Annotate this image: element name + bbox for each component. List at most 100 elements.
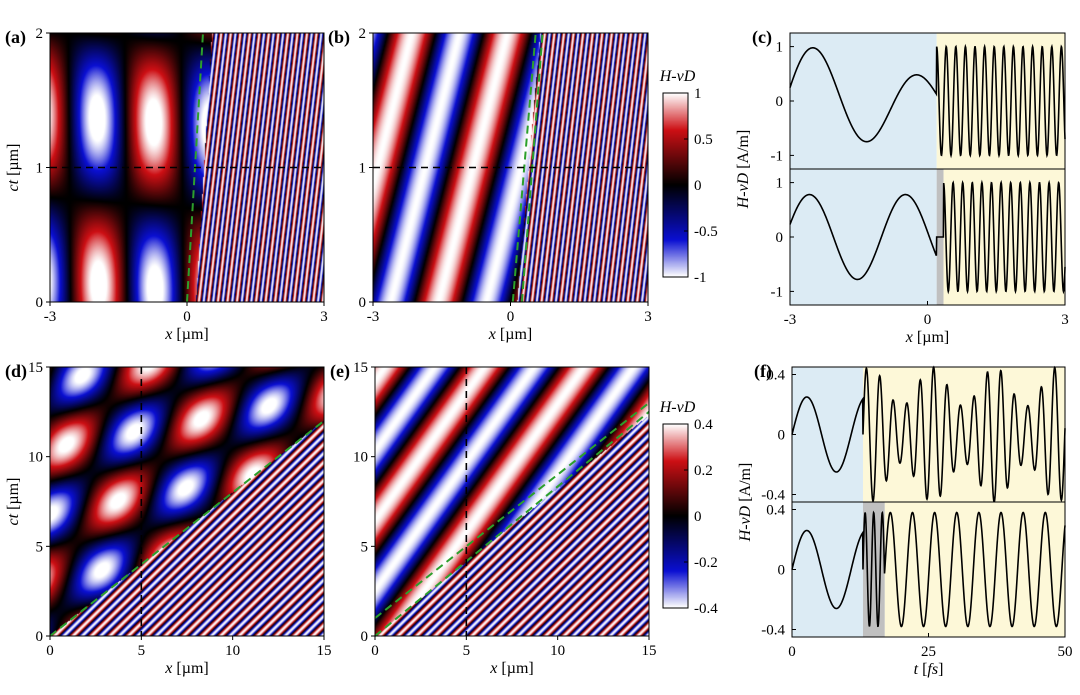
y-tick-label: -0.4 [761,623,785,639]
region-left [792,502,863,637]
y-tick-label: 5 [361,539,369,555]
x-tick-label: 15 [642,643,657,659]
x-tick-label: 0 [183,309,191,325]
panel-label: (f) [754,361,772,382]
y-tick-label: 0 [776,230,784,246]
colorbar-top: 1 0.5 0 -0.5 -1 H-vD [659,68,718,286]
panel-label: (d) [5,361,27,382]
colorbar-tick-label: -0.2 [694,555,718,571]
y-tick-label: 1 [776,40,784,56]
x-tick-label: 10 [550,643,565,659]
y-tick-label: 2 [36,26,44,42]
x-axis-label: x [µm] [164,326,208,343]
x-tick-label: -3 [44,309,57,325]
x-axis-label: x [µm] [489,660,533,677]
x-tick-label: -3 [784,312,797,328]
x-tick-label: 50 [1058,644,1073,660]
dashed-green-line-1 [374,411,650,637]
x-tick-label: 25 [921,644,936,660]
subplot-bottom: -1 0 1 [771,168,1066,306]
colorbar-gradient [663,424,688,608]
y-tick-label: 1 [776,176,784,192]
signal-line [789,179,1066,295]
axes-frame [49,366,325,637]
x-tick-label: 0 [46,643,54,659]
y-tick-label: -0.4 [761,488,785,504]
colorbar-tick-label: -0.4 [694,601,718,617]
y-tick-label: 0 [361,629,369,645]
y-tick-label: 10 [28,450,43,466]
x-tick-label: 3 [1061,312,1069,328]
x-tick-label: 0 [371,643,379,659]
colorbar-tick-label: 1 [694,86,702,102]
x-axis-label: x [µm] [905,329,949,346]
signal-line [789,43,1066,159]
colorbar-tick-label: 0 [694,509,702,525]
signal-line [791,510,1066,628]
panel-c: -1 0 1 -1 0 1 -3 0 3 x [µm] H-vD [A/m] (c) [735,27,1069,346]
panel-d: 0 5 10 15 0 5 10 15 x [µm] ct [µm] (d) [5,360,332,677]
colorbar-tick-label: -1 [694,270,707,286]
y-tick-label: 0.4 [766,368,785,384]
x-axis-label: t [fs] [914,661,944,678]
subplot-top: -0.4 0 0.4 [761,365,1066,504]
region-left [792,367,863,502]
colorbar-title: H-vD [659,68,696,85]
x-axis-label: x [µm] [164,660,208,677]
colorbar-tick-label: 0.5 [694,132,713,148]
region-left [790,169,937,305]
region-right [884,502,1065,637]
y-axis-label: H-vD [A/m] [737,463,754,543]
colorbar-tick-label: 0 [694,178,702,194]
y-tick-label: 10 [353,450,368,466]
x-tick-label: 0 [788,644,796,660]
panel-label: (c) [752,27,772,48]
y-axis-label: ct [µm] [5,144,22,192]
dashed-green-line-0 [49,420,325,637]
region-left [790,33,937,169]
colorbar-tick-label: 0.2 [694,463,713,479]
y-tick-label: 0 [778,563,786,579]
x-tick-label: 5 [138,643,146,659]
colorbar-bottom: 0.4 0.2 0 -0.2 -0.4 H-vD [659,399,719,617]
panel-f: -0.400.4-0.400.40 25 50t [fs]H-vD [A/m](f) [737,361,1073,678]
x-tick-label: -3 [367,309,380,325]
y-tick-label: 0 [359,295,367,311]
dashed-green-line-0 [511,32,537,303]
y-tick-label: 0 [778,428,786,444]
panel-label: (e) [330,361,350,382]
y-tick-label: 15 [28,360,43,376]
y-tick-label: 0.4 [766,503,785,519]
heatmap-e [375,367,649,636]
heatmap-d [50,367,324,636]
colorbar-tick-label: 0.4 [694,417,713,433]
y-tick-label: -1 [771,148,784,164]
colorbar-gradient [663,93,688,277]
colorbar-tick-label: -0.5 [694,224,718,240]
panel-e: 0 5 10 15 0 5 10 15 x [µm] (e) [330,360,657,677]
x-axis-label: x [µm] [488,326,532,343]
y-tick-label: 15 [353,360,368,376]
x-tick-label: 5 [463,643,471,659]
panel-label: (b) [328,27,350,48]
y-tick-label: 1 [36,161,44,177]
y-tick-label: 0 [36,629,44,645]
subplot-bottom: -0.4 0 0.4 [761,501,1066,639]
signal-line [791,365,1066,503]
colorbar-title: H-vD [659,399,696,416]
panel-label: (a) [5,27,26,48]
axes-frame [374,366,650,637]
x-tick-label: 3 [644,309,652,325]
y-tick-label: -1 [771,284,784,300]
x-tick-label: 10 [225,643,240,659]
x-tick-label: 0 [507,309,515,325]
y-tick-label: 0 [776,94,784,110]
y-tick-label: 5 [36,539,44,555]
y-tick-label: 1 [359,161,367,177]
y-tick-label: 2 [359,26,367,42]
y-axis-label: ct [µm] [5,478,22,526]
x-tick-label: 3 [320,309,328,325]
y-tick-label: 0 [36,295,44,311]
